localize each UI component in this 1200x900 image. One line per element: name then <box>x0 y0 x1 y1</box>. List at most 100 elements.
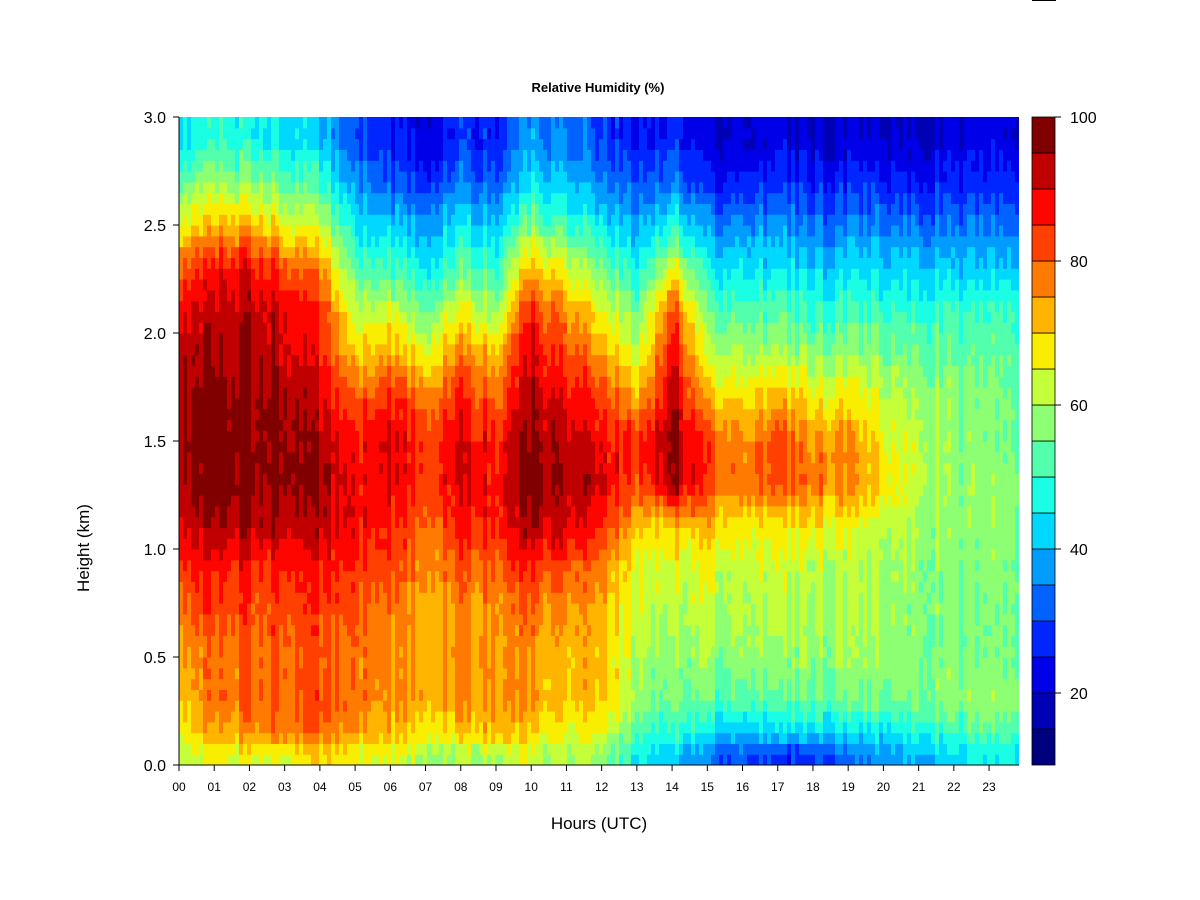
heat-cell <box>463 365 468 377</box>
heat-cell <box>399 505 404 518</box>
heat-cell <box>495 549 500 561</box>
heat-cell <box>255 419 260 431</box>
heat-cell <box>455 667 460 680</box>
heat-cell <box>219 387 224 399</box>
heat-cell <box>323 473 328 485</box>
heat-cell <box>287 203 292 215</box>
heat-cell <box>191 754 196 765</box>
heat-cell <box>487 581 492 593</box>
heat-cell <box>503 430 508 442</box>
heat-cell <box>431 538 436 550</box>
heat-cell <box>199 624 204 636</box>
heat-cell <box>191 700 196 712</box>
heat-cell <box>423 408 428 420</box>
heat-cell <box>307 743 312 755</box>
heat-cell <box>427 527 432 539</box>
heat-cell <box>419 505 424 518</box>
heat-cell <box>495 160 500 172</box>
heat-cell <box>427 181 432 194</box>
heat-cell <box>387 171 392 183</box>
heat-cell <box>183 289 188 302</box>
heat-cell <box>483 462 488 474</box>
heat-cell <box>407 646 412 658</box>
heat-cell <box>315 462 320 474</box>
heat-cell <box>243 495 248 507</box>
heat-cell <box>255 754 260 765</box>
heat-cell <box>407 667 412 680</box>
heat-cell <box>219 646 224 658</box>
heat-cell <box>395 408 400 420</box>
heat-cell <box>363 613 368 626</box>
heat-cell <box>383 181 388 194</box>
heat-cell <box>479 667 484 680</box>
heat-cell <box>183 419 188 431</box>
heat-cell <box>271 387 276 399</box>
heat-cell <box>319 127 324 140</box>
heat-cell <box>251 527 256 539</box>
heat-cell <box>347 257 352 269</box>
heat-cell <box>403 732 408 744</box>
heat-cell <box>311 171 316 183</box>
heat-cell <box>179 127 184 140</box>
heat-cell <box>467 181 472 194</box>
heat-cell <box>479 592 484 604</box>
heat-cell <box>351 592 356 604</box>
heat-cell <box>379 171 384 183</box>
heat-cell <box>499 473 504 485</box>
heat-cell <box>319 419 324 431</box>
heat-cell <box>227 160 232 172</box>
heat-cell <box>467 192 472 204</box>
heat-cell <box>319 333 324 345</box>
heat-cell <box>371 192 376 204</box>
heat-cell <box>487 387 492 399</box>
heat-cell <box>399 635 404 647</box>
heat-cell <box>259 160 264 172</box>
heat-cell <box>447 592 452 604</box>
heat-cell <box>183 657 188 669</box>
heat-cell <box>259 527 264 539</box>
heat-cell <box>371 451 376 464</box>
heat-cell <box>411 149 416 161</box>
heat-cell <box>215 203 220 215</box>
heat-cell <box>219 711 224 723</box>
heat-cell <box>411 192 416 204</box>
heat-cell <box>239 365 244 377</box>
heat-cell <box>439 171 444 183</box>
heat-cell <box>419 527 424 539</box>
heat-cell <box>259 721 264 734</box>
heat-cell <box>427 300 432 312</box>
heat-cell <box>507 462 512 474</box>
heat-cell <box>427 462 432 474</box>
heat-cell <box>455 279 460 291</box>
heat-cell <box>199 117 204 129</box>
heat-cell <box>259 354 264 366</box>
heat-cell <box>447 127 452 140</box>
heat-cell <box>299 581 304 593</box>
heat-cell <box>383 138 388 150</box>
heat-cell <box>315 581 320 593</box>
heat-cell <box>379 624 384 636</box>
heat-cell <box>215 559 220 572</box>
heat-cell <box>199 322 204 334</box>
heat-cell <box>323 171 328 183</box>
heat-cell <box>295 279 300 291</box>
heat-cell <box>211 624 216 636</box>
heat-cell <box>443 451 448 464</box>
heat-cell <box>247 117 252 129</box>
heat-cell <box>451 581 456 593</box>
heat-cell <box>295 354 300 366</box>
heat-cell <box>215 451 220 464</box>
heat-cell <box>459 538 464 550</box>
heat-cell <box>435 322 440 334</box>
heat-cell <box>387 127 392 140</box>
heat-cell <box>223 235 228 248</box>
heat-cell <box>355 397 360 410</box>
heat-cell <box>207 127 212 140</box>
heat-cell <box>335 559 340 572</box>
heat-cell <box>199 667 204 680</box>
heat-cell <box>347 732 352 744</box>
heat-cell <box>235 225 240 237</box>
heat-cell <box>447 646 452 658</box>
heat-cell <box>395 657 400 669</box>
heat-cell <box>415 127 420 140</box>
